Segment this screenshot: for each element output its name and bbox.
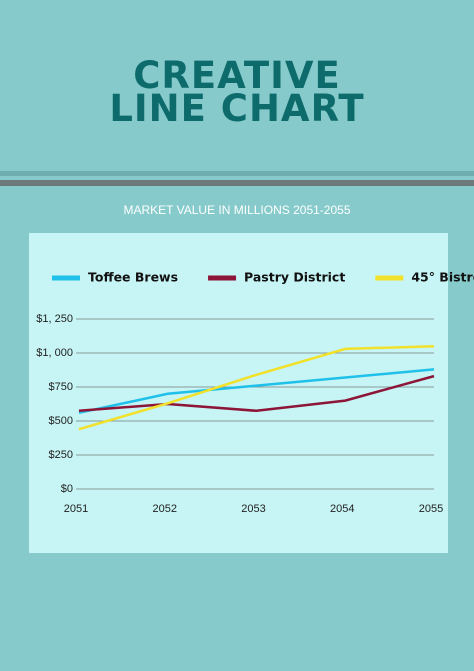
x-tick-label: 2051 bbox=[64, 503, 88, 515]
title: CREATIVE bbox=[133, 54, 341, 97]
stripe bbox=[0, 171, 474, 176]
series-line bbox=[78, 368, 435, 415]
legend-label: Pastry District bbox=[244, 270, 345, 285]
y-tick-label: $500 bbox=[49, 415, 73, 427]
stripe bbox=[0, 180, 474, 186]
y-tick-label: $250 bbox=[49, 449, 73, 461]
series-line bbox=[78, 344, 435, 431]
series-line bbox=[78, 374, 435, 413]
x-tick-label: 2053 bbox=[241, 503, 265, 515]
chart-panel bbox=[29, 233, 448, 553]
y-tick-label: $750 bbox=[49, 381, 73, 393]
y-tick-label: $1, 000 bbox=[36, 347, 73, 359]
y-tick-label: $0 bbox=[61, 483, 73, 495]
x-tick-label: 2054 bbox=[330, 503, 354, 515]
x-tick-label: 2052 bbox=[153, 503, 177, 515]
title-line-2: LINE CHART bbox=[109, 87, 364, 130]
legend-label: 45° Bistro bbox=[411, 270, 474, 285]
x-tick-label: 2055 bbox=[419, 503, 443, 515]
legend-label: Toffee Brews bbox=[88, 270, 178, 285]
y-tick-label: $1, 250 bbox=[36, 313, 73, 325]
subtitle: MARKET VALUE IN MILLIONS 2051-2055 bbox=[124, 203, 351, 217]
